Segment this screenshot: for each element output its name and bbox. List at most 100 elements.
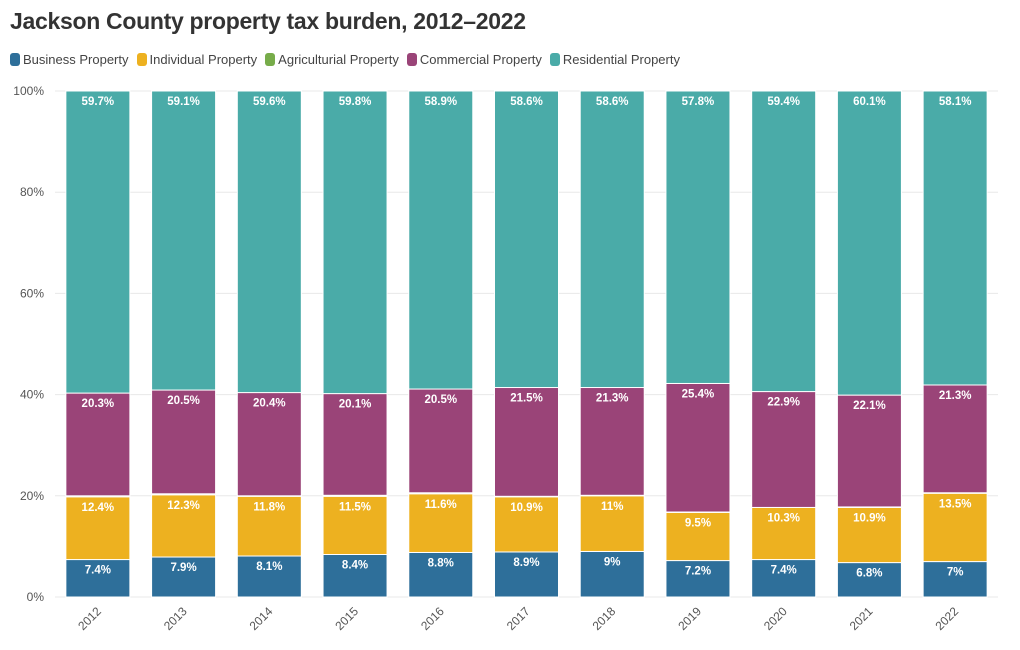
data-label: 21.5% [510, 393, 543, 405]
bar-segment [665, 90, 731, 384]
x-tick-label: 2018 [590, 604, 619, 633]
legend-swatch [265, 53, 276, 66]
bar-segment [579, 90, 645, 389]
y-tick-label: 80% [20, 185, 44, 199]
data-label: 57.8% [682, 96, 715, 108]
bar-segment [65, 90, 131, 394]
data-label: 7% [947, 567, 964, 579]
data-label: 58.6% [596, 96, 629, 108]
bar-segment [65, 392, 131, 497]
data-label: 21.3% [939, 390, 972, 402]
bar-segment [322, 393, 388, 496]
legend-item[interactable]: Business Property [10, 52, 129, 67]
data-label: 59.1% [167, 96, 200, 108]
x-tick-label: 2015 [332, 604, 361, 633]
data-label: 9% [604, 556, 621, 568]
data-label: 58.9% [424, 96, 457, 108]
data-label: 7.4% [85, 565, 111, 577]
data-label: 11.5% [339, 501, 371, 513]
x-tick-label: 2017 [504, 604, 533, 633]
bar-segment [579, 387, 645, 496]
chart-title: Jackson County property tax burden, 2012… [10, 8, 526, 34]
data-label: 10.9% [853, 512, 886, 524]
bar-segment [494, 551, 559, 598]
y-tick-label: 20% [20, 489, 44, 503]
bar-segment [751, 391, 817, 508]
data-label: 7.4% [771, 565, 797, 577]
x-tick-label: 2019 [675, 604, 704, 633]
bar-segment [922, 90, 988, 386]
bar-segment [751, 90, 817, 393]
bar-segment [494, 387, 559, 497]
data-label: 58.6% [510, 96, 543, 108]
legend-label: Residential Property [562, 52, 680, 67]
data-label: 7.9% [170, 562, 196, 574]
legend-label: Business Property [23, 52, 129, 67]
bar-segment [836, 562, 902, 598]
data-label: 20.4% [253, 398, 286, 410]
x-tick-label: 2012 [75, 604, 104, 633]
bar-segment [494, 90, 559, 389]
bar-segment [665, 382, 731, 513]
data-label: 8.1% [256, 561, 282, 573]
x-tick-label: 2021 [847, 604, 876, 633]
data-label: 8.9% [513, 557, 539, 569]
data-label: 6.8% [856, 568, 882, 580]
data-label: 59.7% [82, 96, 115, 108]
legend-item[interactable]: Individual Property [136, 52, 257, 67]
bar-segment [922, 561, 988, 598]
x-tick-label: 2020 [761, 604, 790, 633]
data-label: 12.4% [82, 502, 115, 514]
bar-segment [236, 392, 302, 497]
bar-segment [751, 559, 817, 598]
legend-swatch [136, 53, 147, 66]
bar-segment [236, 90, 302, 394]
data-label: 13.5% [939, 498, 972, 510]
data-label: 20.5% [424, 394, 457, 406]
data-label: 7.2% [685, 566, 711, 578]
x-tick-label: 2013 [161, 604, 190, 633]
y-tick-label: 60% [20, 286, 44, 300]
bar-segment [922, 384, 988, 494]
legend-item[interactable]: Commercial Property [406, 52, 542, 67]
bar-segment [579, 495, 645, 552]
legend-item[interactable]: Residential Property [549, 52, 680, 67]
data-label: 8.4% [342, 559, 368, 571]
data-label: 20.3% [82, 398, 115, 410]
bar-segment [836, 506, 902, 564]
legend-swatch [549, 53, 560, 66]
data-label: 20.1% [339, 399, 372, 411]
data-label: 22.1% [853, 400, 886, 412]
data-label: 10.9% [510, 502, 543, 514]
bar-segment [236, 495, 302, 557]
x-tick-label: 2016 [418, 604, 447, 633]
data-label: 20.5% [167, 395, 200, 407]
data-label: 11% [601, 501, 623, 513]
bar-segment [836, 90, 902, 396]
legend-item[interactable]: Agriculturial Property [265, 52, 399, 67]
bar-segment [151, 389, 217, 495]
data-label: 59.6% [253, 96, 286, 108]
bar-segment [408, 551, 474, 598]
x-tick-label: 2014 [247, 604, 276, 633]
legend: Business Property Individual Property Agri… [10, 52, 680, 67]
bar-segment [408, 493, 474, 553]
bar-segment [322, 553, 388, 598]
bar-segment [322, 90, 388, 395]
bar-segment [151, 494, 217, 558]
legend-label: Agriculturial Property [278, 52, 399, 67]
bar-segment [151, 556, 217, 598]
data-label: 10.3% [767, 512, 800, 524]
data-label: 9.5% [685, 517, 711, 529]
y-tick-label: 100% [13, 84, 44, 98]
bar-segment [151, 90, 217, 391]
bar-segment [922, 492, 988, 563]
legend-swatch [406, 53, 417, 66]
y-tick-label: 0% [27, 590, 45, 604]
data-label: 8.8% [428, 557, 454, 569]
x-tick-label: 2022 [932, 604, 961, 633]
data-label: 25.4% [682, 388, 715, 400]
bar-segment [65, 496, 131, 561]
legend-swatch [10, 53, 20, 66]
